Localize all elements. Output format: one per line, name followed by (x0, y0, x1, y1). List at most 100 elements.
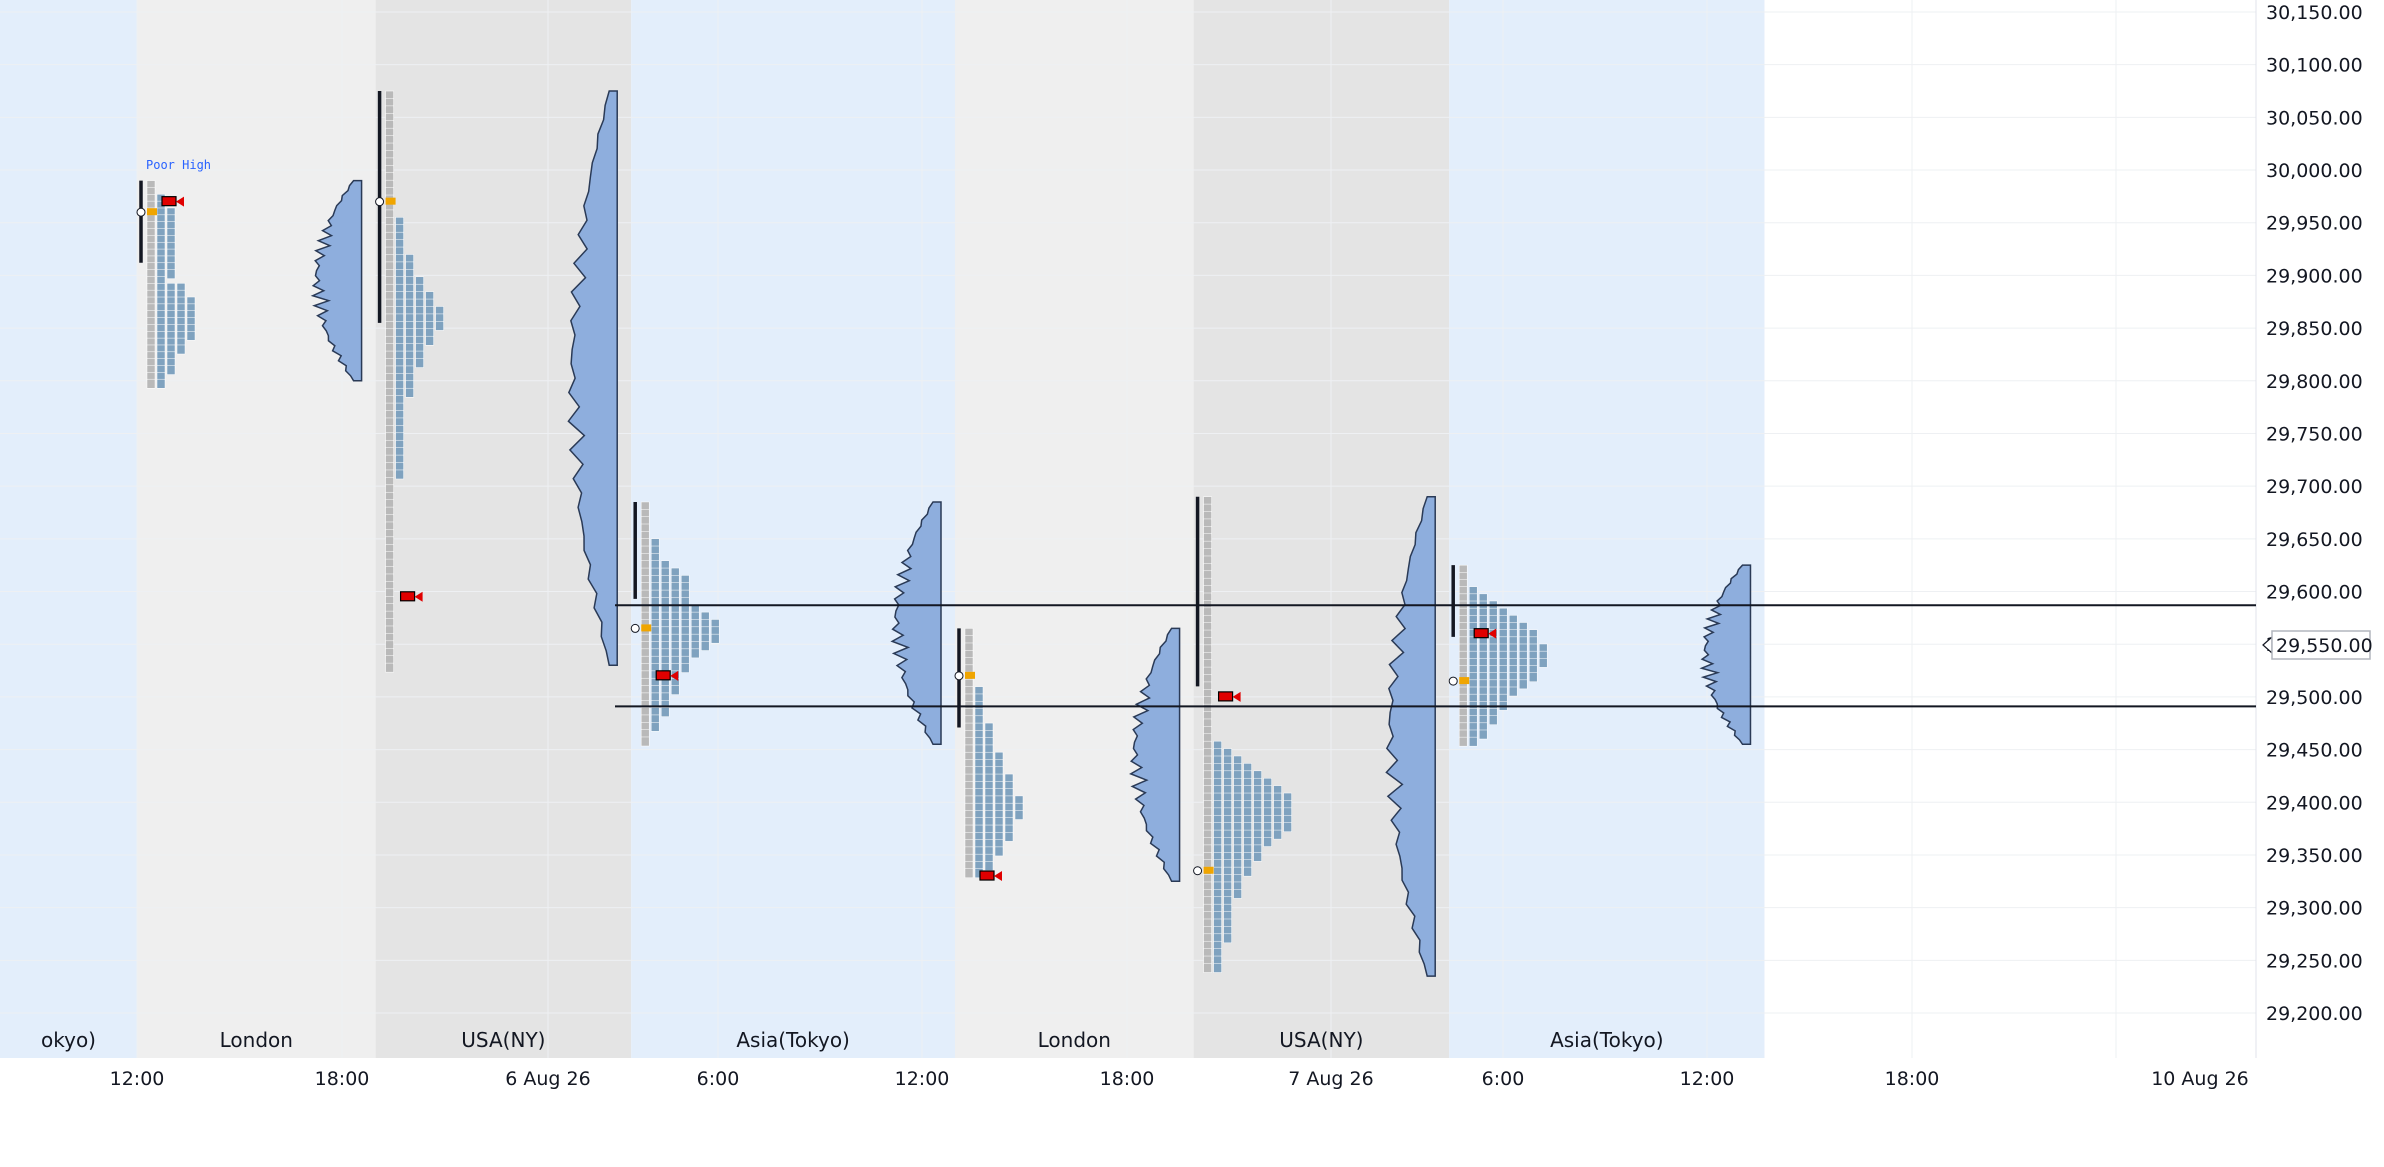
tpo-cell (1518, 679, 1528, 690)
price-tick-label: 29,850.00 (2266, 318, 2363, 340)
tpo-cell (146, 378, 156, 389)
tpo-cell (700, 641, 710, 651)
tpo-cell (994, 846, 1004, 857)
price-tick-label: 29,700.00 (2266, 476, 2363, 498)
tpo-cell (415, 358, 424, 368)
session-band (631, 0, 955, 1058)
tpo-cell (984, 861, 994, 871)
tpo-cell (1273, 829, 1282, 840)
tpo-cell (1203, 963, 1212, 973)
volume-profiles (310, 90, 1752, 977)
tpo-cell (1004, 832, 1014, 842)
tpo-cell (395, 469, 404, 480)
price-tick-label: 29,350.00 (2266, 845, 2363, 867)
tpo-cell (1263, 837, 1272, 847)
ib-marker (979, 870, 995, 881)
open-marker (1193, 866, 1203, 876)
tpo-cell (640, 736, 650, 747)
current-price-tag[interactable]: 29,550.00 (2262, 630, 2373, 660)
ib-arrow (1232, 691, 1241, 702)
time-tick-label: 12:00 (1680, 1068, 1735, 1090)
poor-high-label: Poor High (146, 158, 211, 172)
open-marker (375, 197, 385, 207)
session-label: USA(NY) (461, 1028, 545, 1052)
tpo-cell (186, 331, 196, 341)
session-backgrounds (0, 0, 1765, 1058)
ib-marker (399, 591, 416, 602)
tpo-cell (690, 648, 700, 659)
time-tick-label: 12:00 (895, 1068, 950, 1090)
tpo-cell (435, 321, 444, 331)
time-tick-label: 18:00 (1885, 1068, 1940, 1090)
volume-profile (890, 501, 942, 746)
tpo-profiles (136, 90, 1548, 973)
price-tick-label: 29,450.00 (2266, 740, 2363, 762)
price-tick-label: 29,950.00 (2266, 213, 2363, 235)
poc-cell (965, 671, 975, 679)
tpo-cell (1213, 963, 1222, 973)
price-tick-label: 29,500.00 (2266, 687, 2363, 709)
tpo-cell (1233, 889, 1242, 899)
current-price-label: 29,550.00 (2276, 635, 2373, 657)
ib-arrow (994, 871, 1002, 882)
price-tick-label: 29,300.00 (2266, 898, 2363, 920)
time-tick-label: 12:00 (110, 1068, 165, 1090)
tpo-cell (710, 633, 720, 644)
volume-profile (1699, 564, 1752, 746)
time-tick-label: 6:00 (697, 1068, 740, 1090)
session-label: okyo) (41, 1028, 96, 1052)
price-axis[interactable]: 30,150.00 30,100.00 30,050.00 30,000.00 29,9… (2266, 2, 2363, 1025)
time-tick-label: 6:00 (1482, 1068, 1525, 1090)
volume-profile (310, 179, 363, 382)
time-tick-label: 6 Aug 26 (505, 1068, 590, 1090)
session-band (137, 0, 376, 1058)
time-tick-label: 7 Aug 26 (1288, 1068, 1373, 1090)
tpo-cell (1528, 672, 1538, 682)
price-tick-label: 29,250.00 (2266, 950, 2363, 972)
volume-profile (567, 90, 618, 667)
session-label: USA(NY) (1279, 1028, 1363, 1052)
time-axis[interactable]: 12:00 18:00 6 Aug 26 6:00 12:00 18:00 7 Aug 26… (110, 1068, 2249, 1090)
session-label: Asia(Tokyo) (1550, 1028, 1664, 1052)
tpo-cell (1223, 933, 1232, 944)
session-band (0, 0, 137, 1058)
tpo-cell (156, 378, 166, 389)
price-tick-label: 29,800.00 (2266, 371, 2363, 393)
ib-marker (161, 196, 177, 207)
tpo-cell (1253, 852, 1262, 862)
tpo-cell (1488, 715, 1498, 725)
tpo-cell (405, 387, 414, 398)
time-tick-label: 18:00 (315, 1068, 370, 1090)
price-tick-label: 30,000.00 (2266, 160, 2363, 182)
open-marker (1448, 676, 1458, 686)
session-label: London (1038, 1028, 1111, 1052)
poc-cell (147, 208, 157, 216)
price-tick-label: 29,650.00 (2266, 529, 2363, 551)
price-tick-label: 29,400.00 (2266, 792, 2363, 814)
tpo-cell (680, 663, 690, 673)
value-area-lines[interactable] (615, 604, 2256, 708)
tpo-cell (1478, 729, 1488, 740)
ib-arrow (670, 670, 679, 681)
ib-marker (1473, 628, 1489, 639)
tpo-cell (670, 685, 680, 695)
open-marker (136, 207, 146, 217)
session-label: Asia(Tokyo) (736, 1028, 850, 1052)
grid (0, 0, 2257, 1058)
price-tick-label: 30,150.00 (2266, 2, 2363, 24)
session-labels: okyo) London USA(NY) Asia(Tokyo) London USA(N… (41, 1028, 1664, 1052)
tpo-cell (1458, 736, 1468, 747)
tpo-cell (166, 365, 176, 375)
ib-arrow (414, 591, 423, 602)
tpo-cell (650, 722, 660, 732)
tpo-cell (166, 269, 176, 279)
tpo-cell (660, 707, 670, 717)
tpo-profile (136, 180, 196, 389)
tpo-cell (176, 344, 186, 355)
poc-cell (385, 197, 396, 205)
poc-cell (1459, 677, 1470, 685)
price-tick-label: 29,900.00 (2266, 265, 2363, 287)
open-marker (630, 623, 640, 633)
ib-marker (1217, 691, 1234, 702)
